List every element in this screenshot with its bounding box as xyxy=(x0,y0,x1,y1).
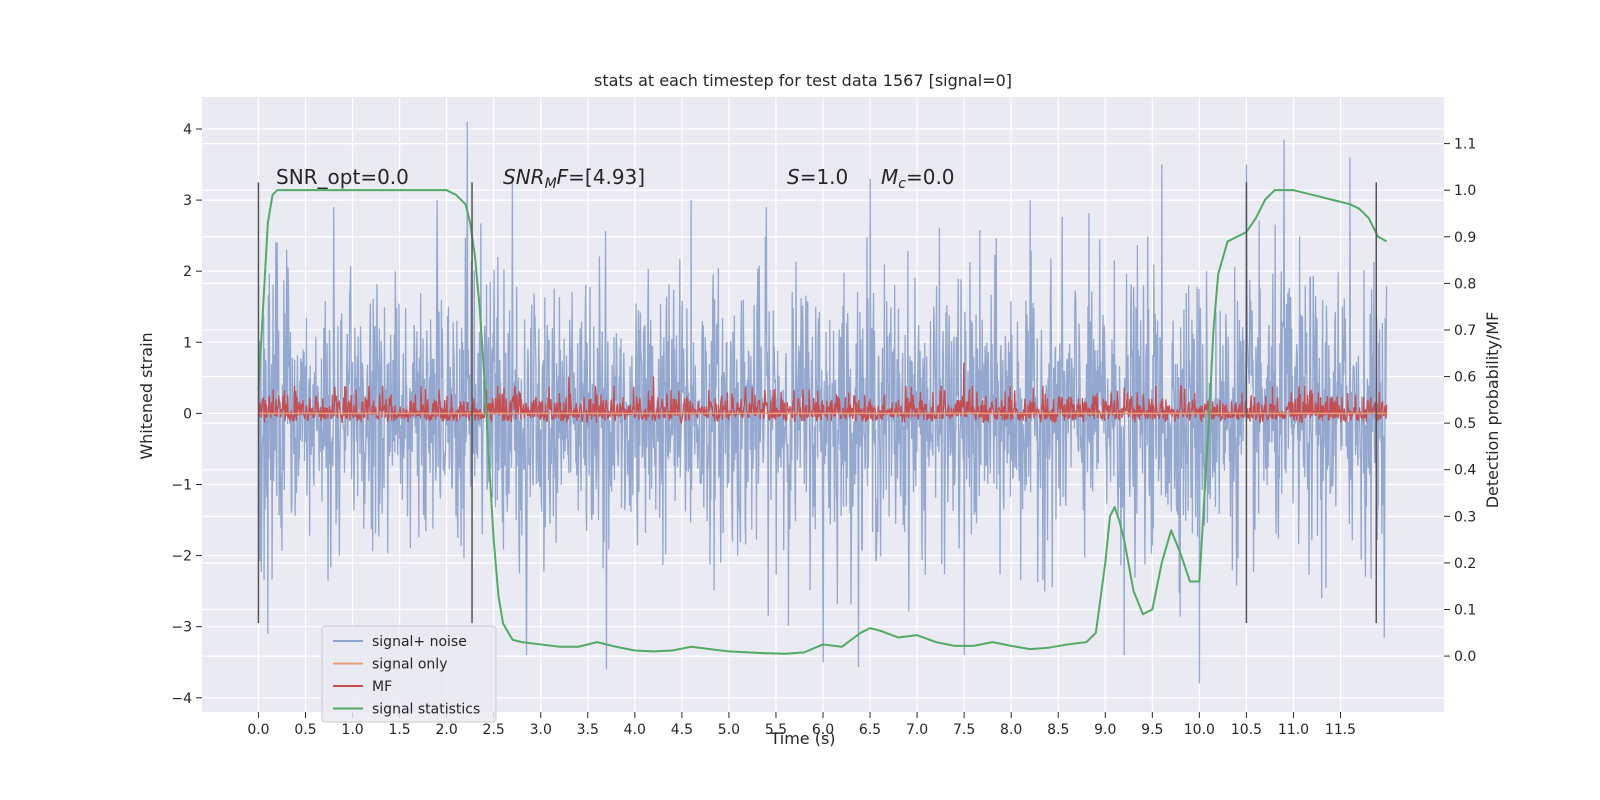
x-tick-label: 1.0 xyxy=(341,722,363,738)
y-right-tick-label: 0.4 xyxy=(1454,463,1476,479)
x-tick-label: 6.5 xyxy=(859,722,881,738)
y-right-tick-label: 0.2 xyxy=(1454,556,1476,572)
segment-markers xyxy=(257,182,1378,624)
x-tick-label: 8.5 xyxy=(1047,722,1069,738)
legend-box xyxy=(321,625,497,723)
x-tick-label: 5.5 xyxy=(765,722,787,738)
x-axis-title: Time (s) xyxy=(769,729,835,748)
series-signal-statistics xyxy=(257,189,1388,655)
chart-title: stats at each timestep for test data 156… xyxy=(594,71,1012,90)
mf-line xyxy=(257,362,1388,425)
annotation-mc: Mc=0.0 xyxy=(881,165,955,192)
annotation-snr-opt: SNR_opt=0.0 xyxy=(276,165,409,189)
y-right-axis-title: Detection probability/MF xyxy=(1483,312,1502,509)
y-left-tick-label: 0 xyxy=(183,406,192,422)
x-tick-label: 4.5 xyxy=(671,722,693,738)
y-left-tick-label: −1 xyxy=(171,477,192,493)
x-tick-label: 11.5 xyxy=(1325,722,1356,738)
y-left-tick-label: −3 xyxy=(171,620,192,636)
legend-label: signal only xyxy=(372,657,447,673)
legend-label: signal+ noise xyxy=(372,634,467,650)
x-tick-label: 0.0 xyxy=(247,722,269,738)
y-right-tick-label: 0.8 xyxy=(1454,276,1476,292)
signal-statistics-line xyxy=(257,189,1388,655)
x-tick-label: 10.0 xyxy=(1184,722,1215,738)
x-axis-ticks: 0.0 0.5 1.0 1.5 2.0 2.5 3.0 3.5 4.0 4.5 5.0 5.5 6.0 6… xyxy=(247,712,1356,738)
y-left-tick-label: 1 xyxy=(183,335,192,351)
x-tick-label: 9.5 xyxy=(1141,722,1163,738)
y-right-axis-ticks: 1.1 1.0 0.9 0.8 0.7 0.6 0.5 0.4 0.3 0.2 0.1 0.0 xyxy=(1444,137,1476,665)
x-tick-label: 7.0 xyxy=(906,722,928,738)
x-tick-label: 3.0 xyxy=(530,722,552,738)
y-right-tick-label: 0.7 xyxy=(1454,323,1476,339)
y-left-axis-title: Whitened strain xyxy=(137,332,156,459)
legend-label: signal statistics xyxy=(372,702,480,718)
x-tick-label: 0.5 xyxy=(294,722,316,738)
annotation-snr-mf: SNRMF=[4.93] xyxy=(503,165,645,192)
y-right-tick-label: 0.5 xyxy=(1454,416,1476,432)
x-tick-label: 4.0 xyxy=(624,722,646,738)
y-right-tick-label: 0.6 xyxy=(1454,370,1476,386)
x-tick-label: 6.0 xyxy=(812,722,834,738)
x-tick-label: 11.0 xyxy=(1278,722,1309,738)
y-left-tick-label: 4 xyxy=(183,122,192,138)
series-mf xyxy=(257,362,1388,425)
x-tick-label: 9.0 xyxy=(1094,722,1116,738)
y-right-tick-label: 0.0 xyxy=(1454,649,1476,665)
annotation-s: S=1.0 xyxy=(787,165,848,189)
y-right-tick-label: 0.3 xyxy=(1454,509,1476,525)
legend-label: MF xyxy=(372,679,392,695)
x-tick-label: 5.0 xyxy=(718,722,740,738)
y-left-tick-label: 2 xyxy=(183,264,192,280)
y-left-tick-label: −4 xyxy=(171,691,192,707)
x-tick-label: 2.0 xyxy=(436,722,458,738)
legend: signal+ noise signal only MF signal statist… xyxy=(321,625,497,723)
x-tick-label: 7.5 xyxy=(953,722,975,738)
y-left-axis-ticks: 4 3 2 1 0 −1 −2 −3 −4 xyxy=(171,122,202,707)
y-right-tick-label: 1.1 xyxy=(1454,137,1476,153)
x-tick-label: 2.5 xyxy=(483,722,505,738)
x-tick-label: 10.5 xyxy=(1231,722,1262,738)
x-tick-label: 3.5 xyxy=(577,722,599,738)
y-right-tick-label: 0.9 xyxy=(1454,230,1476,246)
y-left-tick-label: −2 xyxy=(171,549,192,565)
annotations: SNR_opt=0.0 SNRMF=[4.93] S=1.0 Mc=0.0 xyxy=(276,165,955,192)
y-right-tick-label: 1.0 xyxy=(1454,183,1476,199)
x-tick-label: 8.0 xyxy=(1000,722,1022,738)
y-left-tick-label: 3 xyxy=(183,193,192,209)
x-tick-label: 1.5 xyxy=(388,722,410,738)
y-right-tick-label: 0.1 xyxy=(1454,603,1476,619)
